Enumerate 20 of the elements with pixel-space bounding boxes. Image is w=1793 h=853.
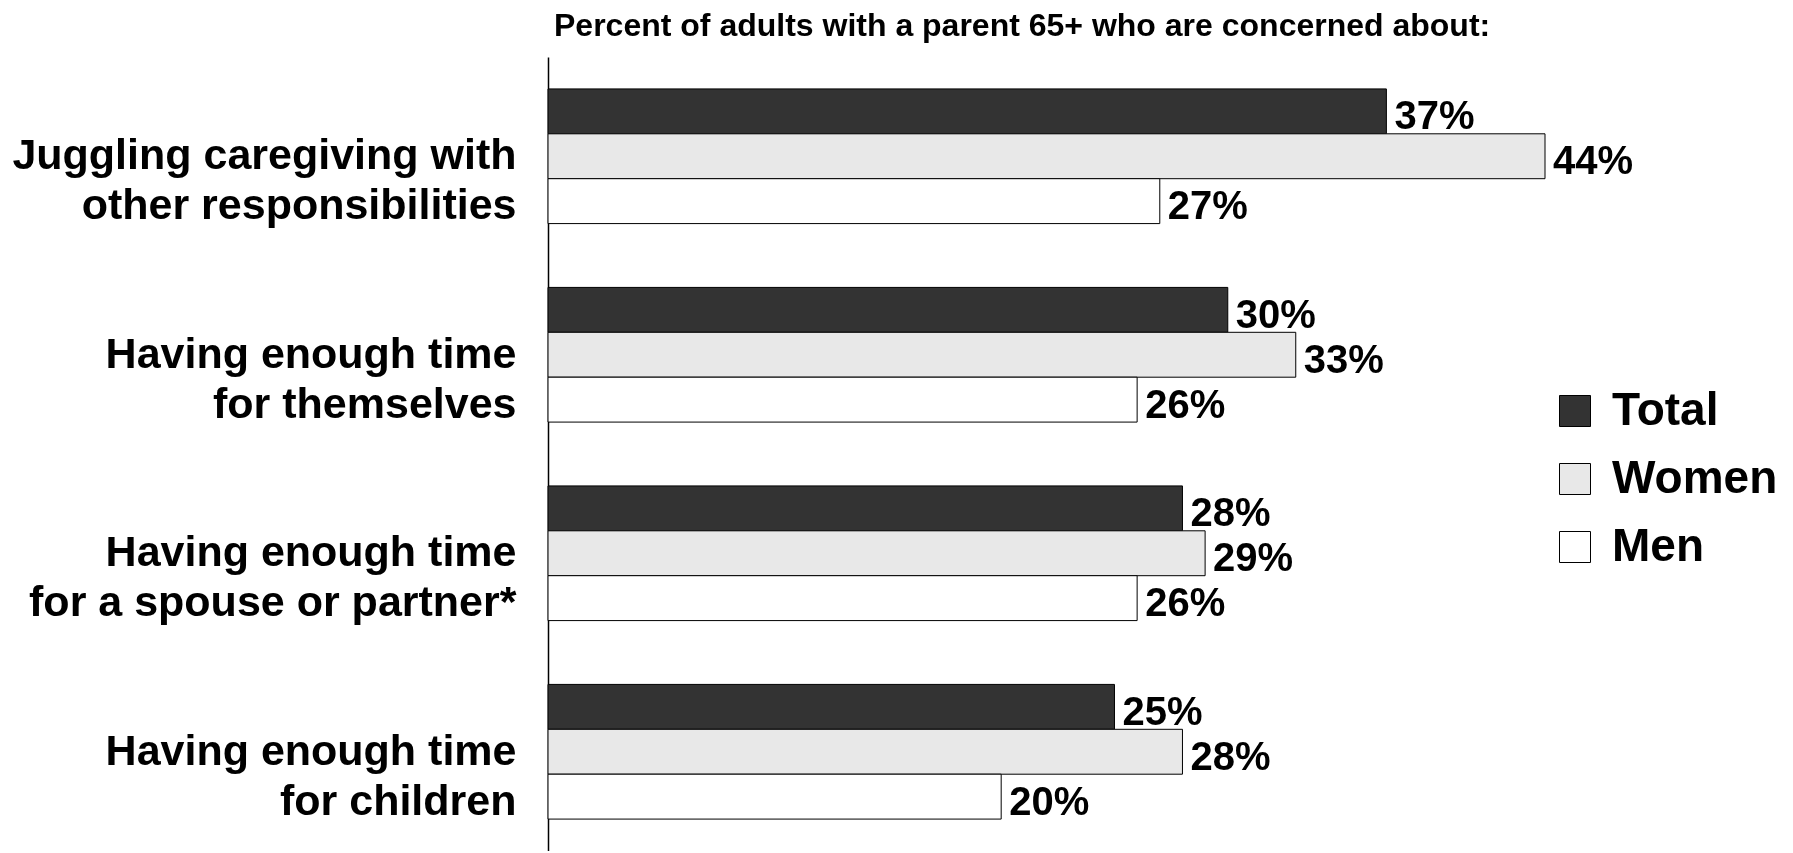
data-label: 44% xyxy=(1553,138,1634,183)
data-label: 29% xyxy=(1213,535,1294,580)
legend-label: Men xyxy=(1612,519,1704,571)
legend-label: Total xyxy=(1612,383,1719,435)
legend-label: Women xyxy=(1612,451,1778,503)
chart-title: Percent of adults with a parent 65+ who are concerned about: xyxy=(554,7,1491,43)
y-tick-label: Having enough time for themselves xyxy=(105,328,517,427)
data-label: 28% xyxy=(1190,733,1271,778)
data-label: 37% xyxy=(1394,93,1475,138)
data-label: 20% xyxy=(1009,778,1090,823)
data-label: 27% xyxy=(1167,183,1248,228)
data-label: 28% xyxy=(1190,490,1271,535)
data-label: 33% xyxy=(1303,336,1384,381)
data-label: 26% xyxy=(1145,580,1226,625)
y-tick-label: Juggling caregiving with other responsibilities xyxy=(12,130,517,229)
data-label: 30% xyxy=(1235,291,1316,336)
data-label: 26% xyxy=(1145,381,1226,426)
data-label: 25% xyxy=(1122,688,1203,733)
y-tick-label: Having enough time for children xyxy=(105,725,517,824)
y-tick-label: Having enough time for a spouse or partner* xyxy=(29,527,517,626)
